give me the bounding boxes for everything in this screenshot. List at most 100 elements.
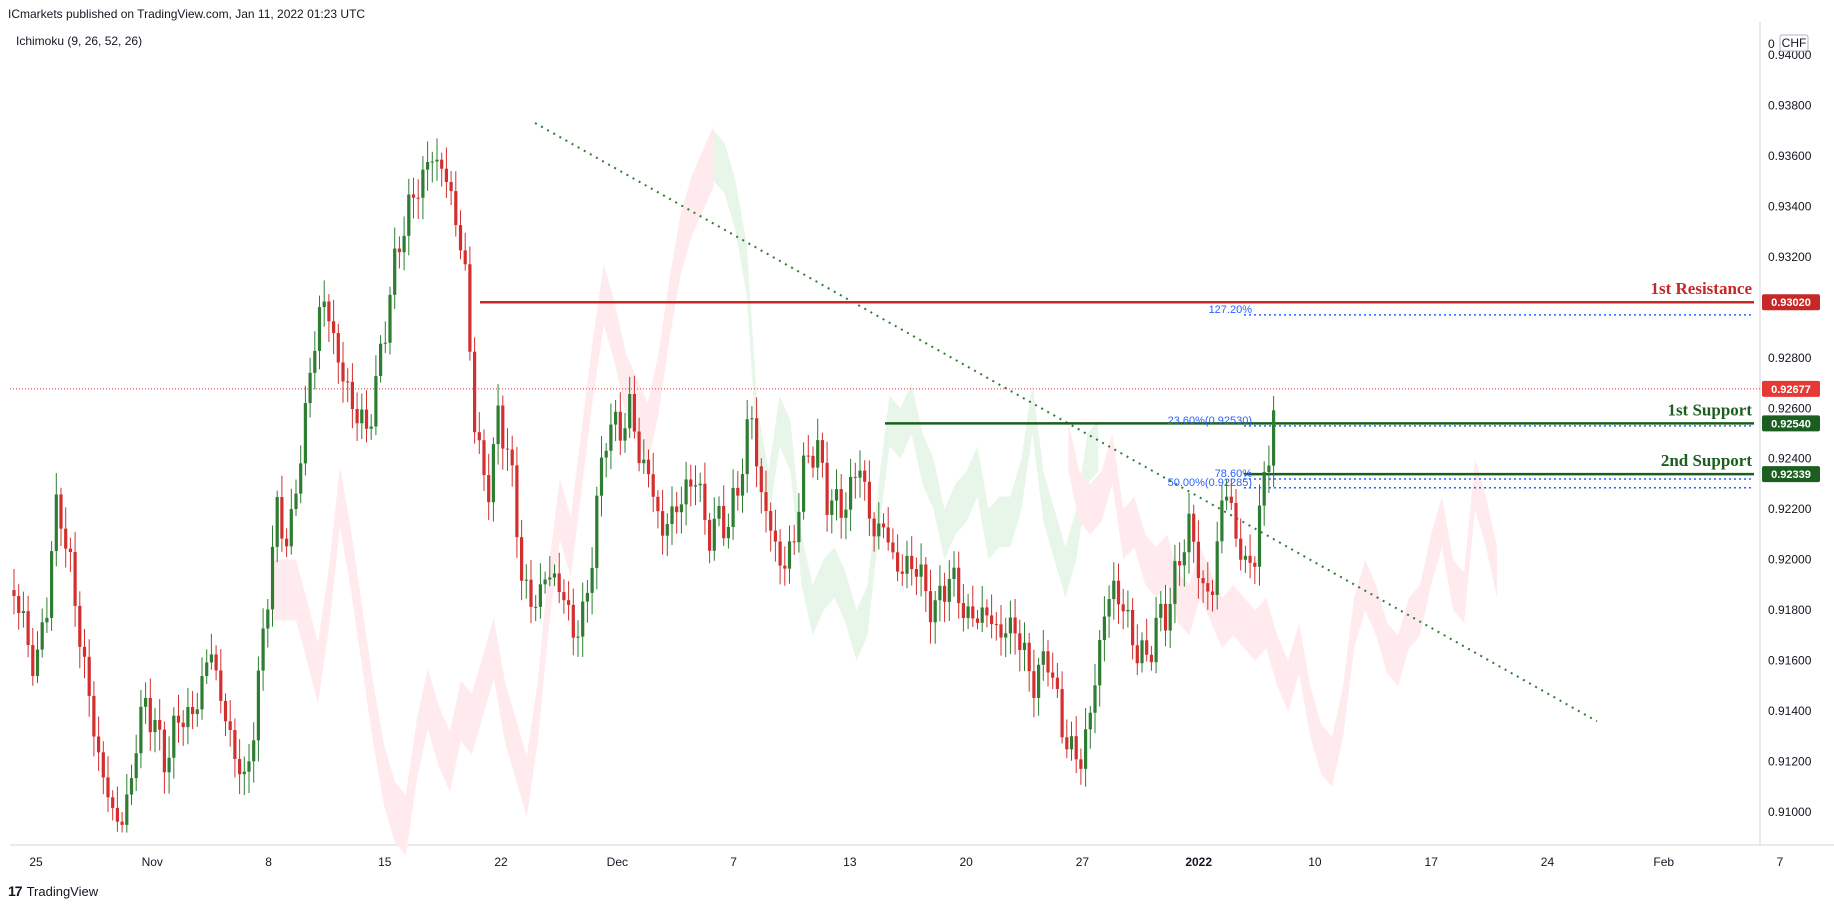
candle-body bbox=[355, 409, 359, 424]
level-name-label: 2nd Support bbox=[1661, 451, 1753, 470]
grid bbox=[10, 22, 1834, 846]
tradingview-logo-icon[interactable]: 17 bbox=[8, 883, 23, 899]
candle-body bbox=[1074, 736, 1078, 760]
candle-body bbox=[1145, 640, 1149, 655]
candle-body bbox=[985, 607, 989, 616]
candle-body bbox=[1234, 502, 1238, 539]
candle-body bbox=[1018, 633, 1022, 650]
candle-body bbox=[900, 571, 904, 574]
publisher-header: ICmarkets published on TradingView.com, … bbox=[8, 7, 366, 21]
candle-body bbox=[219, 670, 223, 701]
candle-body bbox=[825, 462, 829, 515]
level-price-tag bbox=[1762, 466, 1820, 483]
candle-body bbox=[275, 497, 279, 547]
candle-body bbox=[656, 496, 660, 512]
candle-body bbox=[538, 584, 542, 607]
candle-body bbox=[176, 715, 181, 723]
candle-body bbox=[534, 606, 538, 608]
candle-body bbox=[1225, 496, 1229, 501]
candle-body bbox=[1215, 541, 1219, 595]
candle-body bbox=[1060, 689, 1064, 738]
candle-body bbox=[943, 585, 947, 602]
indicator-legend[interactable]: Ichimoku (9, 26, 52, 26) bbox=[16, 34, 143, 48]
level-price-label: 0.92339 bbox=[1771, 469, 1811, 481]
candle-body bbox=[670, 506, 674, 524]
candle-body bbox=[571, 604, 575, 638]
candle-body bbox=[834, 489, 839, 501]
candle-body bbox=[440, 159, 444, 169]
candle-body bbox=[350, 381, 354, 410]
candle-body bbox=[755, 418, 759, 467]
candle-body bbox=[947, 579, 951, 602]
candle-body bbox=[31, 645, 35, 676]
candle-body bbox=[524, 579, 528, 581]
candle-body bbox=[806, 455, 810, 457]
candle-body bbox=[111, 797, 115, 808]
candle-body bbox=[54, 494, 58, 552]
candle-body bbox=[125, 794, 129, 825]
candle-body bbox=[139, 706, 143, 754]
fib-level-label: 127.20% bbox=[1209, 304, 1253, 316]
candle-body bbox=[1069, 736, 1074, 750]
candle-body bbox=[73, 551, 77, 606]
time-tick-label: Feb bbox=[1653, 855, 1674, 869]
candle-body bbox=[1046, 651, 1050, 673]
candle-body bbox=[303, 403, 307, 464]
candle-body bbox=[1098, 640, 1102, 686]
candle-body bbox=[595, 495, 599, 568]
candle-body bbox=[411, 194, 416, 198]
candle-body bbox=[299, 463, 303, 494]
candle-body bbox=[148, 697, 152, 733]
candle-body bbox=[1196, 541, 1200, 579]
candle-body bbox=[97, 736, 101, 753]
candle-body bbox=[1272, 410, 1276, 466]
candle-body bbox=[1201, 578, 1205, 584]
candle-body bbox=[802, 455, 806, 512]
footer: 17 TradingView bbox=[8, 883, 98, 899]
candle-body bbox=[1093, 685, 1097, 713]
candle-body bbox=[1055, 677, 1059, 690]
candle-body bbox=[501, 405, 505, 449]
candle-body bbox=[50, 551, 54, 618]
candle-body bbox=[40, 622, 44, 650]
candle-body bbox=[1262, 471, 1266, 506]
candle-body bbox=[430, 161, 434, 163]
candle-body bbox=[388, 294, 392, 343]
candle-body bbox=[468, 264, 472, 352]
candle-body bbox=[881, 523, 886, 528]
candle-body bbox=[1267, 465, 1271, 472]
candle-body bbox=[115, 807, 119, 822]
last-price-tag bbox=[1762, 380, 1820, 397]
candle-body bbox=[233, 730, 237, 759]
candle-body bbox=[745, 419, 749, 475]
candle-body bbox=[515, 465, 519, 538]
candle-body bbox=[557, 573, 561, 593]
candle-body bbox=[961, 603, 965, 619]
candle-body bbox=[1013, 617, 1017, 634]
price-tick-label: 0.93200 bbox=[1768, 250, 1812, 264]
candle-body bbox=[971, 606, 975, 619]
cloud-bear-band bbox=[274, 125, 714, 856]
candle-body bbox=[332, 321, 336, 333]
candle-body bbox=[26, 611, 30, 646]
footer-brand[interactable]: TradingView bbox=[26, 883, 99, 899]
candle-body bbox=[891, 542, 895, 553]
candle-body bbox=[134, 753, 138, 779]
candle-body bbox=[313, 350, 317, 373]
candle-body bbox=[195, 709, 199, 714]
candle-body bbox=[416, 197, 420, 199]
candle-body bbox=[548, 577, 552, 580]
time-tick-label: Dec bbox=[607, 855, 628, 869]
candle-body bbox=[374, 376, 378, 427]
candle-body bbox=[736, 487, 740, 496]
candle-body bbox=[811, 455, 815, 468]
candle-body bbox=[280, 497, 284, 539]
candle-body bbox=[933, 600, 937, 623]
candle-body bbox=[214, 654, 218, 671]
candle-body bbox=[505, 448, 510, 450]
candle-body bbox=[604, 450, 608, 458]
candle-body bbox=[35, 649, 40, 676]
candle-body bbox=[1065, 737, 1069, 750]
candle-body bbox=[17, 595, 21, 614]
